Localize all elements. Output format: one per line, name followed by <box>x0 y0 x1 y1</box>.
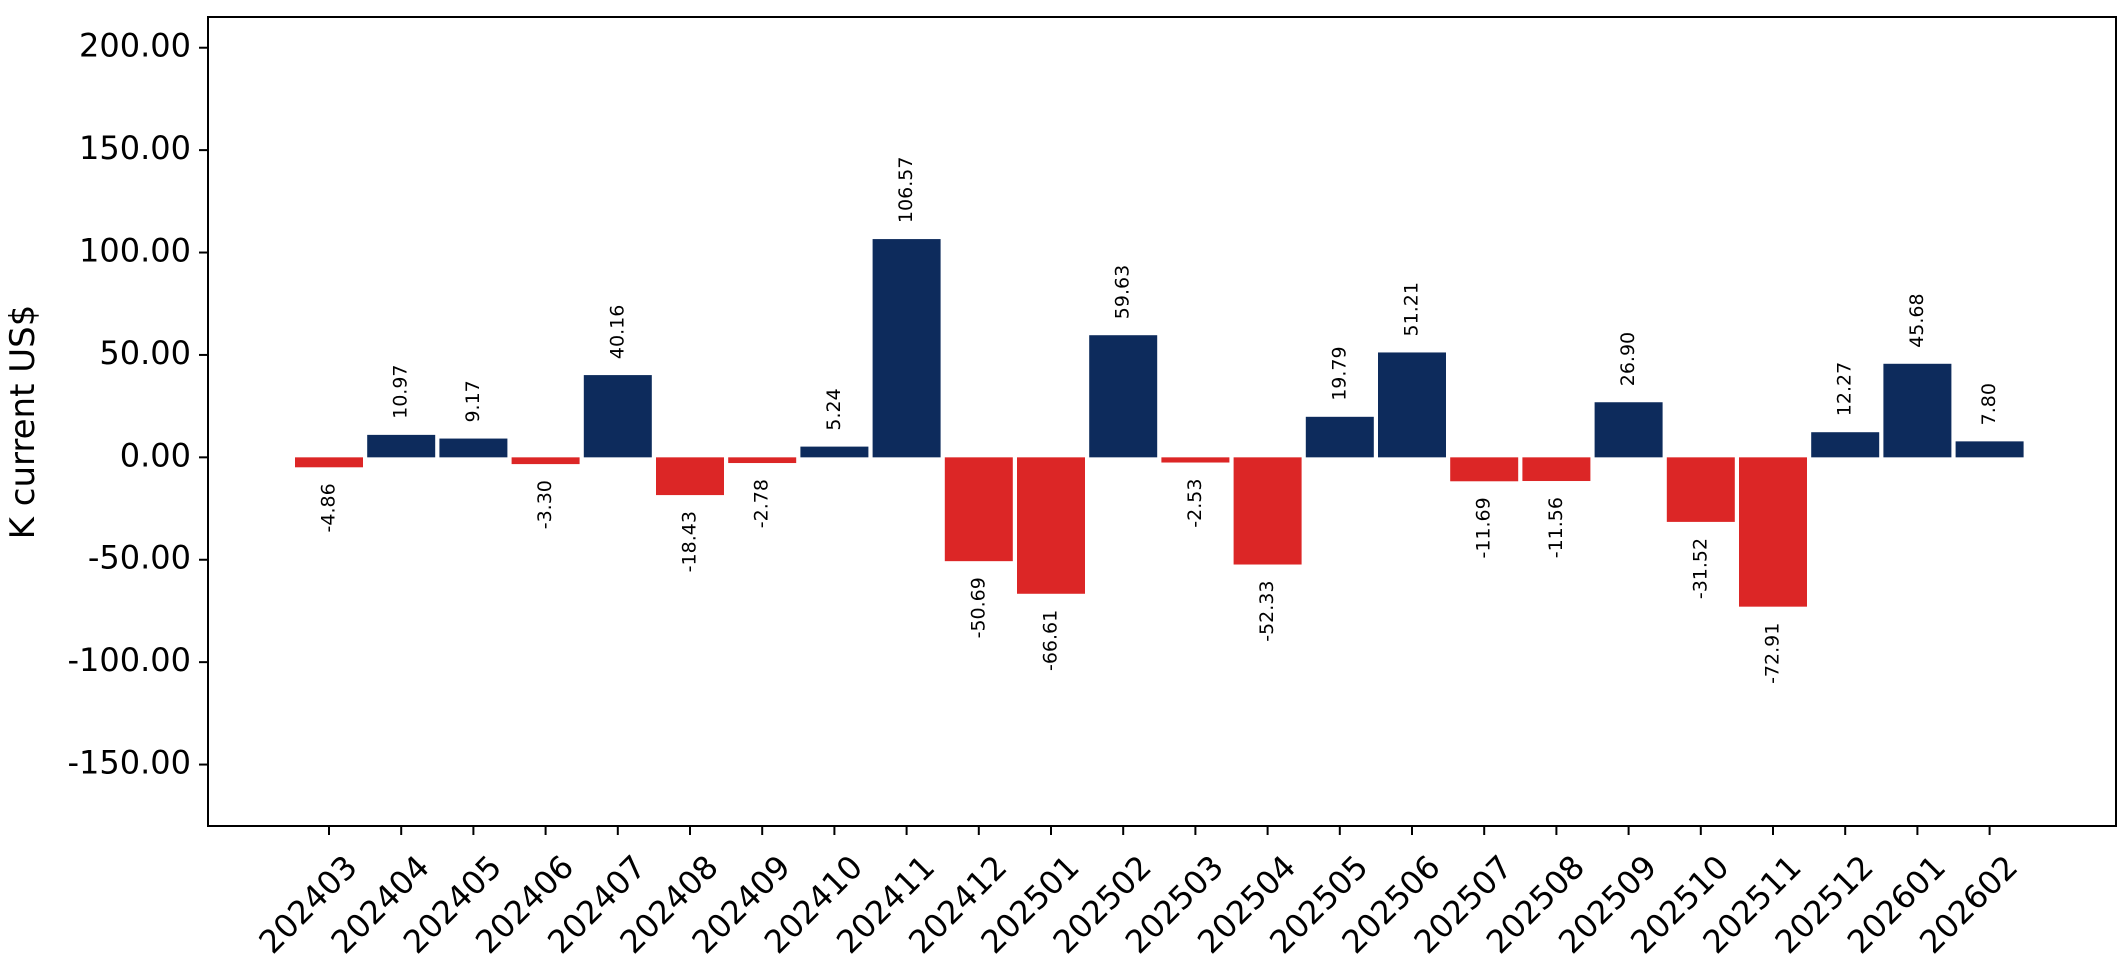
bar-202411 <box>872 239 941 458</box>
bar-202504 <box>1233 457 1302 565</box>
bar-202502 <box>1089 335 1158 458</box>
bar-202405 <box>439 438 508 458</box>
bar-value-label: -11.69 <box>1473 497 1495 558</box>
bar-202408 <box>656 457 724 496</box>
bar-value-label: 10.97 <box>390 364 412 418</box>
bar-202511 <box>1739 457 1807 607</box>
bar-202601 <box>1883 363 1952 458</box>
bar-value-label: 51.21 <box>1401 282 1423 336</box>
y-tick-label: 0.00 <box>120 436 191 474</box>
bar-value-label: -72.91 <box>1762 623 1784 684</box>
bar-202506 <box>1378 352 1446 458</box>
y-axis-label: K current US$ <box>3 305 43 540</box>
bar-202404 <box>367 434 436 458</box>
bar-value-label: 12.27 <box>1834 362 1856 416</box>
bar-202412 <box>944 457 1013 562</box>
bar-value-label: 9.17 <box>462 380 484 422</box>
y-tick-label: -50.00 <box>88 539 191 577</box>
bar-value-label: 40.16 <box>606 305 628 359</box>
y-axis: 200.00 150.00 100.00 50.00 0.00 -50.00 -100.00… <box>67 27 208 782</box>
y-tick-label: -100.00 <box>67 641 191 679</box>
bar-202602 <box>1955 441 2024 458</box>
bar-value-label: 59.63 <box>1112 265 1134 319</box>
bar-202508 <box>1522 457 1591 482</box>
bar-202509 <box>1594 402 1663 458</box>
bar-202510 <box>1666 457 1735 522</box>
bar-value-label: 106.57 <box>895 157 917 223</box>
bar-202503 <box>1161 457 1230 463</box>
bar-value-label: 26.90 <box>1617 332 1639 386</box>
bar-value-label: 5.24 <box>823 388 845 430</box>
bar-value-label: -18.43 <box>679 511 701 572</box>
bar-202507 <box>1450 457 1519 482</box>
bar-value-label: 19.79 <box>1328 346 1350 400</box>
bar-202512 <box>1811 432 1880 458</box>
bar-value-label: -66.61 <box>1040 610 1062 671</box>
bar-202409 <box>728 457 797 464</box>
bar-202410 <box>800 446 869 458</box>
bar-value-label: -52.33 <box>1256 581 1278 642</box>
bar-value-label: -2.53 <box>1184 479 1206 528</box>
bar-value-label: 7.80 <box>1978 383 2000 425</box>
bar-202403 <box>295 457 363 468</box>
bar-value-label: -50.69 <box>967 577 989 638</box>
x-axis: 2024032024042024052024062024072024082024… <box>251 826 2025 961</box>
y-tick-label: 150.00 <box>79 129 191 167</box>
bar-202407 <box>583 375 652 458</box>
bars-group <box>295 239 2024 607</box>
bar-value-label: -3.30 <box>534 480 556 529</box>
bar-202505 <box>1305 416 1374 458</box>
y-tick-label: 50.00 <box>99 334 191 372</box>
bar-value-label: 45.68 <box>1906 293 1928 347</box>
y-tick-label: -150.00 <box>67 744 191 782</box>
y-tick-label: 200.00 <box>79 27 191 65</box>
y-tick-label: 100.00 <box>79 232 191 270</box>
bar-202501 <box>1017 457 1085 594</box>
bar-value-label: -11.56 <box>1545 497 1567 558</box>
bar-value-label: -4.86 <box>318 483 340 532</box>
bar-value-label: -31.52 <box>1689 538 1711 599</box>
plot-area <box>207 16 2117 827</box>
bar-value-label: -2.78 <box>751 479 773 528</box>
bar-labels-group: -4.86 10.97 9.17 -3.30 40.16 -18.43 -2.78 5.24 1… <box>318 157 2001 684</box>
bar-202406 <box>511 457 580 465</box>
